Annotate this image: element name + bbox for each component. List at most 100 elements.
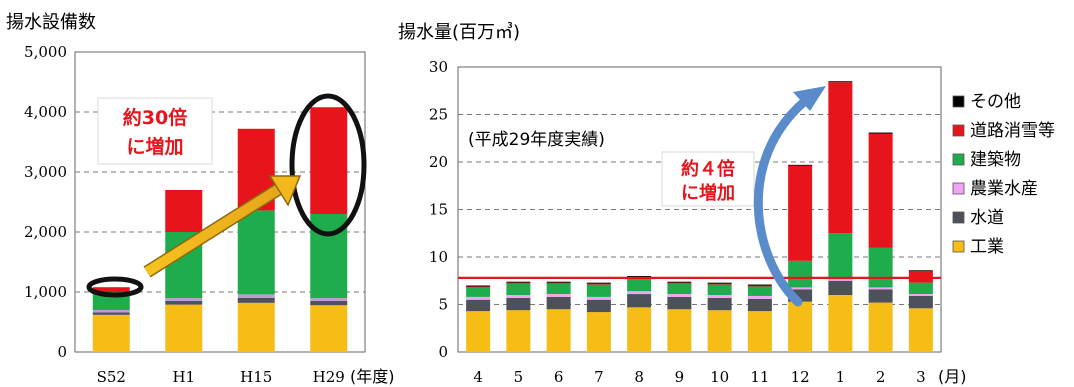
right-bar-segment — [868, 287, 893, 290]
right-y-tick-label: 20 — [429, 153, 448, 171]
left-y-tick-label: 5,000 — [24, 43, 67, 61]
left-x-tick-label: S52 — [97, 368, 126, 386]
left-x-tick-label: H1 — [172, 368, 195, 386]
right-bar-segment — [506, 295, 531, 298]
right-bar-segment — [506, 281, 531, 283]
left-bar-segment — [165, 190, 203, 232]
right-bar-segment — [627, 307, 652, 352]
right-bar-segment — [627, 276, 652, 277]
right-bar-segment — [466, 311, 491, 352]
right-plot-frame — [457, 66, 942, 353]
right-y-tick-label: 10 — [429, 248, 448, 266]
left-ylabel: 揚水設備数 — [6, 12, 96, 33]
right-bar-segment — [828, 278, 853, 281]
left-bar-segment — [92, 314, 130, 352]
left-bar-segment — [237, 294, 275, 298]
right-bar-segment — [747, 286, 772, 296]
highlight-ellipse-s52 — [86, 276, 144, 298]
legend-label: 道路消雪等 — [970, 121, 1055, 141]
right-bar-segment — [747, 285, 772, 287]
right-xlabel: (月) — [938, 367, 967, 386]
right-bar-segment — [707, 282, 732, 284]
right-bar-segment — [747, 311, 772, 352]
right-y-tick-label: 0 — [438, 343, 448, 361]
right-bar-segment — [667, 309, 692, 352]
right-x-tick-label: 1 — [836, 368, 846, 386]
right-bar-segment — [546, 283, 571, 295]
left-annotation-line1: 約30倍 — [123, 106, 187, 129]
left-chart: 揚水設備数 0 1,000 2,000 3,000 4,000 5,000 S52 H1 H1… — [6, 12, 395, 386]
left-bar-segment — [165, 298, 203, 301]
right-bar-segment — [908, 295, 933, 309]
right-bar-segment — [868, 302, 893, 352]
right-bar-segment — [908, 282, 933, 295]
right-bar-segment — [828, 81, 853, 83]
left-annotation-box — [97, 97, 213, 165]
legend-swatch — [952, 153, 965, 166]
right-x-tick-label: 5 — [514, 368, 524, 386]
right-bar-segment — [546, 309, 571, 352]
right-bar-segment — [747, 295, 772, 299]
right-bar-segment — [747, 298, 772, 312]
legend-label: 工業 — [970, 237, 1004, 257]
left-y-ticks: 0 1,000 2,000 3,000 4,000 5,000 — [24, 43, 67, 361]
right-x-tick-label: 11 — [750, 368, 769, 386]
right-y-tick-label: 15 — [429, 201, 448, 219]
right-bar-segment — [627, 291, 652, 295]
right-bar-segment — [506, 282, 531, 284]
left-bar-segment — [310, 301, 348, 306]
right-bar-segment — [586, 283, 611, 285]
right-y-tick-label: 30 — [429, 58, 448, 76]
right-bar-segment — [586, 284, 611, 297]
legend-swatch — [952, 95, 965, 108]
right-bar-segment — [707, 297, 732, 311]
right-bar-segment — [627, 277, 652, 292]
right-bar-segment — [828, 280, 853, 295]
right-annotation-line2: に増加 — [681, 182, 735, 204]
left-y-tick-label: 3,000 — [24, 163, 67, 181]
right-annotation-line1: 約４倍 — [681, 158, 735, 180]
right-bar-segment — [506, 297, 531, 311]
right-bar-segment — [908, 270, 933, 272]
left-y-tick-label: 1,000 — [24, 283, 67, 301]
left-y-tick-label: 2,000 — [24, 223, 67, 241]
right-bar-segment — [788, 301, 813, 352]
left-xlabel: (年度) — [350, 367, 395, 386]
right-bar-segment — [788, 287, 813, 290]
legend-swatch — [952, 211, 965, 224]
left-bar-segment — [310, 107, 348, 214]
right-bar-segment — [546, 296, 571, 310]
right-bar-segment — [828, 82, 853, 234]
right-bar-segment — [466, 285, 491, 287]
legend-label: 農業水産 — [970, 179, 1038, 199]
right-bar-segment — [546, 294, 571, 297]
right-bar-segment — [546, 281, 571, 283]
right-subtitle: (平成29年度実績) — [468, 130, 605, 150]
left-x-tick-label: H29 — [313, 368, 345, 386]
right-x-tick-label: 3 — [916, 368, 926, 386]
left-bar-segment — [237, 210, 275, 295]
right-bar-segment — [466, 296, 491, 300]
right-bar-segment — [908, 294, 933, 296]
right-bar-segment — [828, 233, 853, 279]
right-bar-segment — [586, 312, 611, 352]
legend-swatch — [952, 240, 965, 253]
right-bar-segment — [546, 282, 571, 284]
left-y-tick-label: 0 — [57, 343, 67, 361]
left-bar-segment — [165, 304, 203, 352]
right-bar-segment — [707, 295, 732, 298]
right-bar-segment — [466, 287, 491, 297]
right-bar-segment — [506, 310, 531, 352]
left-x-ticks: S52 H1 H15 H29 — [97, 368, 345, 386]
left-bar-segment — [310, 298, 348, 301]
right-bar-segment — [868, 133, 893, 248]
legend-label: 水道 — [970, 208, 1004, 228]
right-bar-segment — [868, 247, 893, 288]
right-bar-segment — [747, 284, 772, 286]
right-bar-segment — [868, 289, 893, 303]
right-bar-segment — [707, 284, 732, 295]
left-y-tick-label: 4,000 — [24, 103, 67, 121]
right-bar-segment — [828, 295, 853, 352]
